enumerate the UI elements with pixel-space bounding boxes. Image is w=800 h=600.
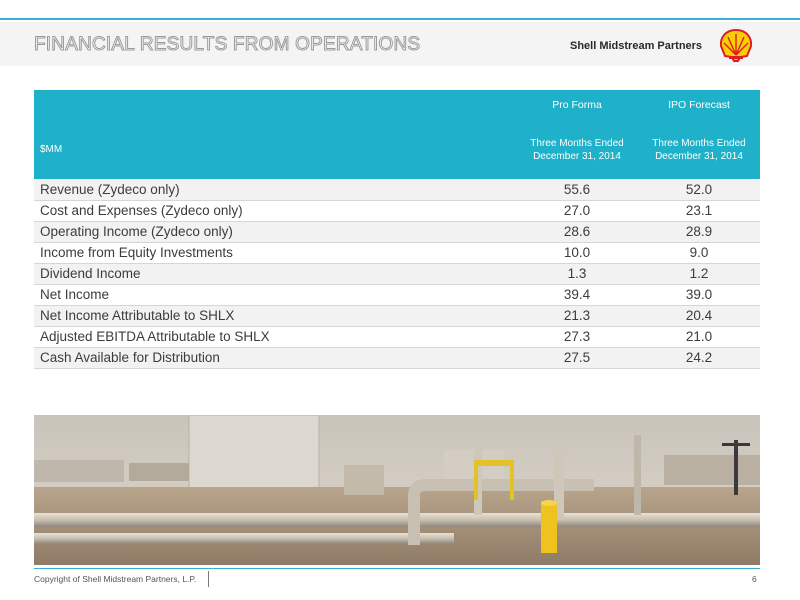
period-line-1: Three Months Ended — [652, 137, 746, 149]
ipo-forecast-value: 1.2 — [638, 263, 760, 285]
pro-forma-value: 39.4 — [516, 284, 638, 306]
header-empty-cell — [34, 90, 516, 120]
period-line-2: December 31, 2014 — [655, 150, 743, 162]
shell-logo-icon — [719, 28, 753, 62]
slide-title: FINANCIAL RESULTS FROM OPERATIONS — [33, 34, 421, 56]
pro-forma-value: 21.3 — [516, 305, 638, 327]
table-header-row-2: $MM Three Months Ended December 31, 2014… — [34, 120, 760, 179]
row-label: Adjusted EBITDA Attributable to SHLX — [34, 326, 516, 348]
col-header-pro-forma: Pro Forma — [516, 90, 638, 120]
row-label: Operating Income (Zydeco only) — [34, 221, 516, 243]
top-accent-rule — [0, 18, 800, 20]
ipo-forecast-value: 24.2 — [638, 347, 760, 369]
pro-forma-value: 27.3 — [516, 326, 638, 348]
row-label: Cost and Expenses (Zydeco only) — [34, 200, 516, 222]
table-row: Income from Equity Investments 10.0 9.0 — [34, 242, 760, 264]
ipo-forecast-value: 52.0 — [638, 179, 760, 201]
table-header-row-1: Pro Forma IPO Forecast — [34, 90, 760, 120]
pro-forma-value: 1.3 — [516, 263, 638, 285]
col-subheader-pro-forma: Three Months Ended December 31, 2014 — [516, 120, 638, 179]
table-row: Operating Income (Zydeco only) 28.6 28.9 — [34, 221, 760, 243]
ipo-forecast-value: 20.4 — [638, 305, 760, 327]
table-row: Cost and Expenses (Zydeco only) 27.0 23.… — [34, 200, 760, 222]
col-header-ipo-forecast: IPO Forecast — [638, 90, 760, 120]
brand-name: Shell Midstream Partners — [570, 40, 703, 52]
page-number: 6 — [752, 574, 757, 584]
footer-copyright: Copyright of Shell Midstream Partners, L… — [34, 574, 197, 584]
ipo-forecast-value: 23.1 — [638, 200, 760, 222]
bottom-accent-rule — [34, 568, 760, 569]
table-row: Dividend Income 1.3 1.2 — [34, 263, 760, 285]
row-label: Cash Available for Distribution — [34, 347, 516, 369]
row-label: Income from Equity Investments — [34, 242, 516, 264]
row-label: Revenue (Zydeco only) — [34, 179, 516, 201]
ipo-forecast-value: 21.0 — [638, 326, 760, 348]
ipo-forecast-value: 9.0 — [638, 242, 760, 264]
col-subheader-ipo-forecast: Three Months Ended December 31, 2014 — [638, 120, 760, 179]
pro-forma-value: 27.5 — [516, 347, 638, 369]
period-line-2: December 31, 2014 — [533, 150, 621, 162]
table-row: Net Income 39.4 39.0 — [34, 284, 760, 306]
pro-forma-value: 28.6 — [516, 221, 638, 243]
table-row: Net Income Attributable to SHLX 21.3 20.… — [34, 305, 760, 327]
pipeline-facility-photo — [34, 415, 760, 565]
units-label: $MM — [34, 120, 516, 179]
ipo-forecast-value: 28.9 — [638, 221, 760, 243]
footer-divider — [208, 571, 209, 587]
ipo-forecast-value: 39.0 — [638, 284, 760, 306]
table-row: Adjusted EBITDA Attributable to SHLX 27.… — [34, 326, 760, 348]
financial-results-table: Pro Forma IPO Forecast $MM Three Months … — [34, 90, 760, 369]
pro-forma-value: 27.0 — [516, 200, 638, 222]
row-label: Net Income — [34, 284, 516, 306]
period-line-1: Three Months Ended — [530, 137, 624, 149]
table-row: Revenue (Zydeco only) 55.6 52.0 — [34, 179, 760, 201]
header-band — [0, 22, 800, 66]
row-label: Dividend Income — [34, 263, 516, 285]
row-label: Net Income Attributable to SHLX — [34, 305, 516, 327]
pro-forma-value: 55.6 — [516, 179, 638, 201]
pro-forma-value: 10.0 — [516, 242, 638, 264]
table-row: Cash Available for Distribution 27.5 24.… — [34, 347, 760, 369]
